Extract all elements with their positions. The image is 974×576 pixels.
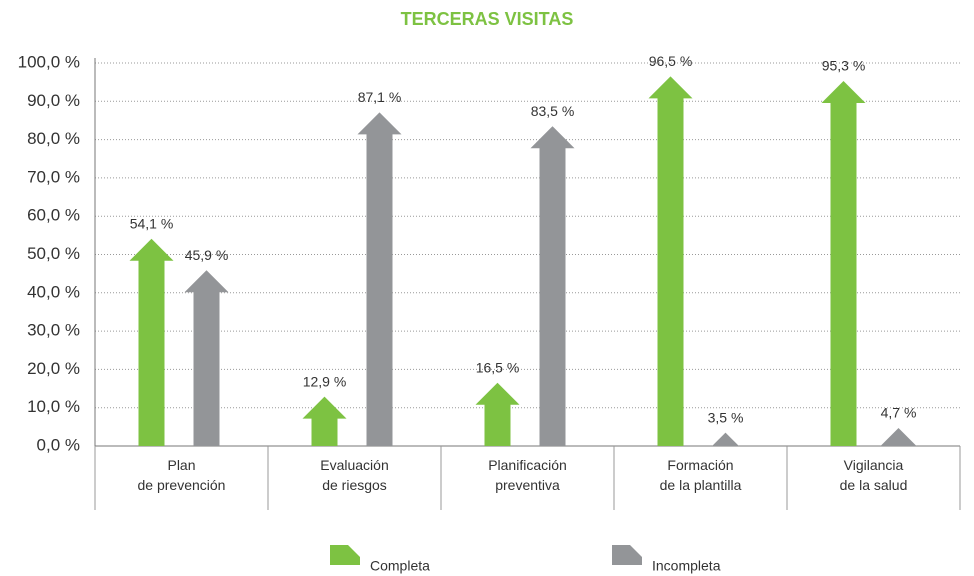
arrow-bar bbox=[184, 270, 229, 446]
value-label: 96,5 % bbox=[649, 53, 693, 69]
y-tick-label: 60,0 % bbox=[27, 206, 80, 225]
value-label: 16,5 % bbox=[476, 360, 520, 376]
y-tick-label: 70,0 % bbox=[27, 167, 80, 186]
value-label: 95,3 % bbox=[822, 58, 866, 74]
y-tick-label: 50,0 % bbox=[27, 244, 80, 263]
x-tick-label: Planificación preventiva bbox=[488, 457, 567, 493]
arrow-bar bbox=[880, 427, 917, 446]
arrow-bar bbox=[712, 432, 739, 446]
arrow-bar bbox=[129, 238, 174, 446]
arrow-bar bbox=[530, 126, 575, 446]
legend-swatch bbox=[612, 545, 642, 565]
y-tick-label: 20,0 % bbox=[27, 359, 80, 378]
y-tick-label: 0,0 % bbox=[37, 435, 80, 454]
legend-swatch bbox=[330, 545, 360, 565]
arrow-bar bbox=[648, 76, 693, 446]
legend-label: Incompleta bbox=[652, 558, 721, 574]
y-tick-label: 90,0 % bbox=[27, 91, 80, 110]
value-label: 87,1 % bbox=[358, 89, 402, 105]
arrow-bar bbox=[821, 81, 866, 446]
arrow-bar bbox=[475, 382, 520, 446]
arrow-bar bbox=[302, 396, 347, 446]
legend-label: Completa bbox=[370, 558, 430, 574]
value-label: 54,1 % bbox=[130, 216, 174, 232]
y-tick-label: 100,0 % bbox=[18, 52, 80, 71]
value-label: 45,9 % bbox=[185, 247, 229, 263]
arrow-bar bbox=[357, 112, 402, 447]
value-label: 12,9 % bbox=[303, 373, 347, 389]
x-tick-label: Evaluación de riesgos bbox=[320, 457, 389, 493]
y-tick-label: 40,0 % bbox=[27, 282, 80, 301]
value-label: 4,7 % bbox=[881, 405, 917, 421]
x-tick-label: Vigilancia de la salud bbox=[840, 457, 908, 493]
y-tick-label: 10,0 % bbox=[27, 397, 80, 416]
value-label: 3,5 % bbox=[708, 409, 744, 425]
chart-title: TERCERAS VISITAS bbox=[401, 9, 574, 29]
x-tick-label: Formación de la plantilla bbox=[660, 457, 742, 493]
y-tick-label: 80,0 % bbox=[27, 129, 80, 148]
value-label: 83,5 % bbox=[531, 103, 575, 119]
y-tick-label: 30,0 % bbox=[27, 321, 80, 340]
x-tick-label: Plan de prevención bbox=[138, 457, 226, 493]
